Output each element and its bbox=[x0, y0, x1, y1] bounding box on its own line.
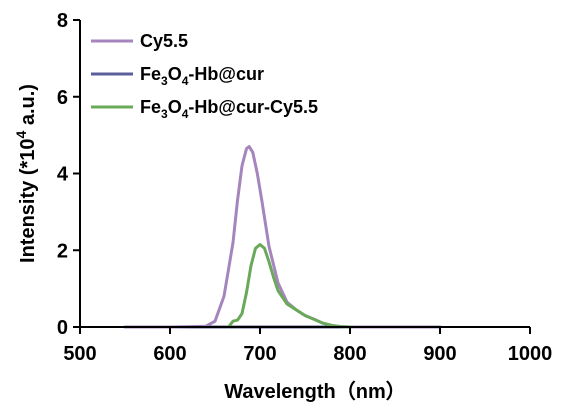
legend-label-fe3o4-hb-cur: Fe3O4-Hb@cur bbox=[140, 64, 264, 88]
legend-label-cy5-5: Cy5.5 bbox=[140, 31, 188, 51]
x-tick-label: 600 bbox=[153, 343, 186, 365]
x-tick-label: 500 bbox=[63, 343, 96, 365]
x-tick-label: 1000 bbox=[508, 343, 553, 365]
y-tick-label: 8 bbox=[57, 10, 68, 32]
x-tick-label: 800 bbox=[333, 343, 366, 365]
x-tick-label: 700 bbox=[243, 343, 276, 365]
series-line-fe3o4-hb-cur-cy5-5 bbox=[227, 243, 352, 329]
y-axis-title: Intensity (*104 a.u.) bbox=[13, 84, 39, 263]
x-tick-label: 900 bbox=[423, 343, 456, 365]
y-tick-label: 6 bbox=[57, 87, 68, 109]
axes: 500 600 700 800 900 1000 0 2 4 6 8 bbox=[57, 10, 552, 365]
legend-label-fe3o4-hb-cur-cy5-5: Fe3O4-Hb@cur-Cy5.5 bbox=[140, 97, 318, 121]
legend: Cy5.5 Fe3O4-Hb@cur Fe3O4-Hb@cur-Cy5.5 bbox=[91, 31, 318, 121]
plot-area bbox=[123, 145, 442, 329]
y-tick-label: 0 bbox=[57, 317, 68, 339]
x-axis-title: Wavelength（nm） bbox=[224, 380, 406, 403]
y-tick-label: 4 bbox=[57, 164, 69, 186]
y-tick-label: 2 bbox=[57, 240, 68, 262]
